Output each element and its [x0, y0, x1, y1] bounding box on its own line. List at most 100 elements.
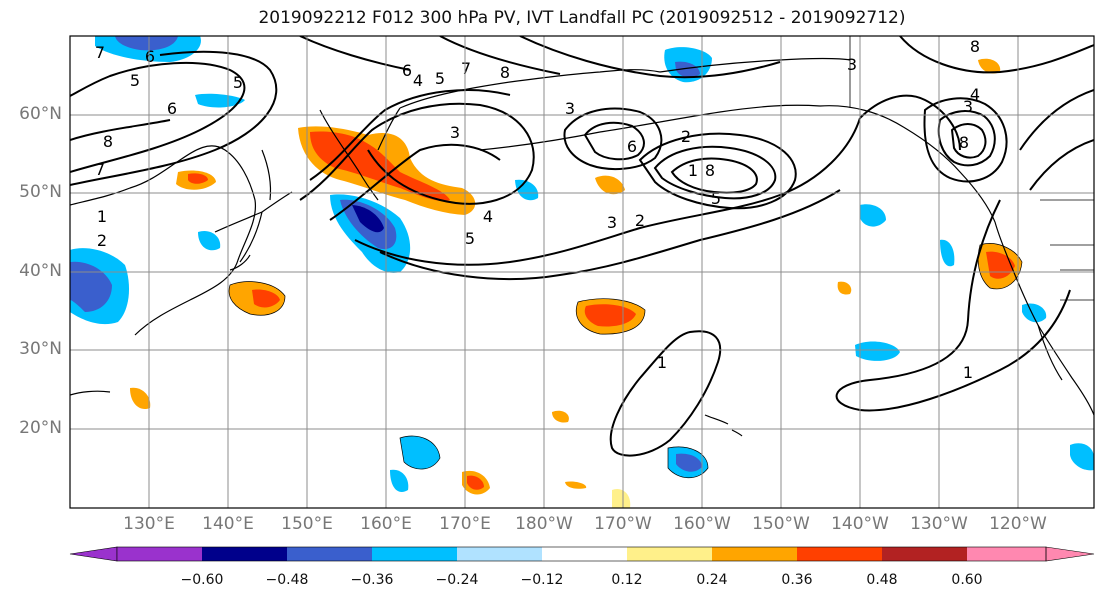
contour-label: 1 [688, 161, 698, 180]
lat-label-50n: 50°N [19, 182, 62, 202]
contour-label: 6 [627, 137, 637, 156]
contour-label: 2 [681, 127, 691, 146]
contour-label: 5 [233, 73, 243, 92]
positive-anomaly-small-3-core [467, 475, 484, 490]
positive-anomaly-small-4 [130, 387, 151, 410]
contour-label: 8 [705, 161, 715, 180]
contour-label: 1 [97, 207, 107, 226]
japan [214, 191, 293, 271]
graticule [70, 36, 1094, 508]
colorbar-segment [882, 547, 967, 561]
contour-labels: 7 5 6 5 6 4 5 7 8 3 8 7 1 2 6 3 3 4 5 3 … [95, 37, 980, 382]
negative-anomaly-west-core [70, 261, 112, 312]
lon-label-130w: 130°W [910, 514, 968, 534]
negative-anomaly-small-a [195, 93, 245, 108]
colorbar-tick-label: −0.24 [435, 572, 479, 588]
contour-label: 4 [413, 71, 423, 90]
sakhalin [261, 149, 272, 201]
negative-anomaly-south-2-core [676, 453, 702, 472]
negative-anomaly-east-1 [860, 204, 886, 227]
contour-label: 3 [450, 123, 460, 142]
contour-label: 4 [970, 85, 980, 104]
contour-label: 2 [635, 211, 645, 230]
contour-label: 7 [95, 43, 105, 62]
positive-anomaly-small-5 [552, 410, 569, 423]
contour-label: 1 [657, 353, 667, 372]
positive-anomaly-small-2 [595, 175, 625, 195]
colorbar-tick-label: −0.36 [350, 572, 394, 588]
contour-label: 3 [565, 99, 575, 118]
colorbar-segment [202, 547, 287, 561]
contour-label: 8 [103, 132, 113, 151]
colorbar-tick-label: −0.60 [180, 572, 224, 588]
colorbar-segment [117, 547, 202, 561]
lon-label-160w: 160°W [673, 514, 731, 534]
colorbar-tick-label: 0.48 [866, 572, 898, 588]
positive-anomaly-small-6 [837, 281, 852, 295]
lon-label-160e: 160°E [360, 514, 412, 534]
negative-anomaly-south-1 [400, 436, 440, 470]
contour-label: 5 [130, 71, 140, 90]
colorbar [69, 546, 1095, 562]
map-frame [69, 35, 1095, 509]
lon-label-170w: 170°W [594, 514, 652, 534]
anomaly-outlines [228, 243, 1023, 479]
negative-anomaly-east-2 [855, 341, 900, 361]
positive-anomaly-small-1-core [188, 173, 208, 184]
contour-label: 3 [963, 97, 973, 116]
lon-label-170e: 170°E [439, 514, 491, 534]
contour-label: 7 [95, 160, 105, 179]
colorbar-tick-label: 0.36 [781, 572, 813, 588]
lat-label-20n: 20°N [19, 418, 62, 438]
positive-anomaly-small-8 [612, 488, 631, 508]
contour-label: 1 [963, 363, 973, 382]
colorbar-segment [712, 547, 797, 561]
lat-label-30n: 30°N [19, 339, 62, 359]
borders [849, 36, 1094, 301]
lon-label-140e: 140°E [202, 514, 254, 534]
positive-anomaly-south-japan-core [252, 289, 280, 308]
negative-anomaly-east-4 [1070, 443, 1094, 471]
lat-label-60n: 60°N [19, 104, 62, 124]
colorbar-segment [542, 547, 627, 561]
colorbar-segment [627, 547, 712, 561]
contour-label: 6 [167, 99, 177, 118]
contour-label: 3 [847, 55, 857, 74]
negative-anomaly-small-e [940, 239, 955, 267]
contour-label: 2 [97, 231, 107, 250]
lon-label-150e: 150°E [281, 514, 333, 534]
negative-anomaly-small-c [515, 179, 539, 201]
negative-anomaly-japan-deep [352, 205, 384, 233]
contour-label: 8 [500, 63, 510, 82]
contour-label: 3 [607, 213, 617, 232]
negative-anomaly-north-2-core [675, 61, 700, 78]
lon-label-140w: 140°W [831, 514, 889, 534]
colorbar-tick-label: −0.12 [520, 572, 564, 588]
positive-anomaly-small-9 [565, 481, 587, 489]
kamchatka [319, 107, 401, 201]
contour-label: 6 [402, 61, 412, 80]
baja [1037, 324, 1063, 381]
contour-label: 8 [959, 133, 969, 152]
colorbar-tick-label: −0.48 [265, 572, 309, 588]
negative-anomaly-north-1-core [115, 36, 178, 51]
colorbar-segment [457, 547, 542, 561]
colorbar-segment [967, 547, 1046, 561]
lon-label-130e: 130°E [123, 514, 175, 534]
colorbar-segment [287, 547, 372, 561]
asia-coast [70, 145, 257, 396]
colorbar-segment [372, 547, 457, 561]
pv-contours [70, 36, 1094, 457]
colorbar-tick-label: 0.24 [696, 572, 728, 588]
contour-label: 5 [465, 229, 475, 248]
contour-label: 5 [711, 189, 721, 208]
map-panel: 7 5 6 5 6 4 5 7 8 3 8 7 1 2 6 3 3 4 5 3 … [69, 35, 1095, 509]
colorbar-tick-label: 0.60 [951, 572, 983, 588]
negative-anomaly-east-3 [1022, 303, 1047, 323]
contour-label: 7 [461, 59, 471, 78]
negative-anomaly-small-b [198, 230, 221, 251]
colorbar-extend-low [69, 546, 118, 562]
negative-anomaly-small-d [390, 469, 409, 492]
contour-label: 8 [970, 37, 980, 56]
contour-label: 5 [435, 69, 445, 88]
